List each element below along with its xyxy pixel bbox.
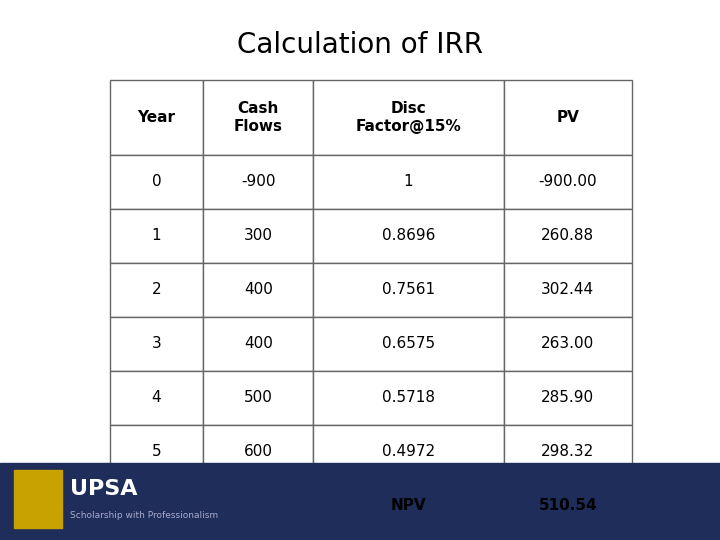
Text: 1: 1 (152, 228, 161, 244)
Bar (313, 479, 504, 533)
Bar (203, 479, 313, 533)
Text: -900.00: -900.00 (539, 174, 597, 190)
Bar (504, 155, 632, 209)
Text: 2: 2 (152, 282, 161, 298)
Text: 3: 3 (152, 336, 161, 352)
Text: 0.7561: 0.7561 (382, 282, 435, 298)
Bar (203, 155, 313, 209)
Bar (313, 80, 504, 155)
Bar (203, 371, 313, 425)
Bar (313, 155, 504, 209)
Text: 5: 5 (152, 444, 161, 460)
Bar (110, 263, 203, 317)
Text: NPV: NPV (391, 498, 426, 514)
Bar (203, 80, 313, 155)
Text: PV: PV (557, 110, 580, 125)
Text: 260.88: 260.88 (541, 228, 595, 244)
Bar (203, 263, 313, 317)
Bar (313, 425, 504, 479)
Bar (110, 209, 203, 263)
Bar (313, 263, 504, 317)
Bar (504, 263, 632, 317)
Bar (0, 463, 720, 540)
Bar (504, 317, 632, 371)
Text: 510.54: 510.54 (539, 498, 597, 514)
Text: Year: Year (138, 110, 176, 125)
Text: Cash
Flows: Cash Flows (234, 102, 283, 134)
Text: 400: 400 (244, 336, 273, 352)
Text: 500: 500 (244, 390, 273, 406)
Bar (504, 425, 632, 479)
Bar (203, 209, 313, 263)
Bar (14, 470, 62, 528)
Bar (313, 209, 504, 263)
Bar (313, 371, 504, 425)
Bar (110, 155, 203, 209)
Text: 0.5718: 0.5718 (382, 390, 435, 406)
Text: 600: 600 (243, 444, 273, 460)
Bar (110, 479, 203, 533)
Text: UPSA: UPSA (70, 479, 138, 499)
Text: 285.90: 285.90 (541, 390, 595, 406)
Text: 298.32: 298.32 (541, 444, 595, 460)
Text: 400: 400 (244, 282, 273, 298)
Text: 300: 300 (243, 228, 273, 244)
Text: Scholarship with Professionalism: Scholarship with Professionalism (70, 510, 218, 519)
Bar (203, 425, 313, 479)
Bar (504, 209, 632, 263)
Bar (110, 80, 203, 155)
Text: 0.4972: 0.4972 (382, 444, 435, 460)
Bar (313, 317, 504, 371)
Bar (504, 371, 632, 425)
Text: 0.6575: 0.6575 (382, 336, 435, 352)
Bar (504, 80, 632, 155)
Text: 1: 1 (404, 174, 413, 190)
Text: 4: 4 (152, 390, 161, 406)
Bar (110, 317, 203, 371)
Text: -900: -900 (241, 174, 276, 190)
Text: Disc
Factor@15%: Disc Factor@15% (356, 102, 462, 134)
Bar (110, 371, 203, 425)
Text: Calculation of IRR: Calculation of IRR (237, 31, 483, 59)
Text: 302.44: 302.44 (541, 282, 595, 298)
Text: 263.00: 263.00 (541, 336, 595, 352)
Bar (110, 425, 203, 479)
Text: 0: 0 (152, 174, 161, 190)
Bar (504, 479, 632, 533)
Text: 0.8696: 0.8696 (382, 228, 436, 244)
Bar (203, 317, 313, 371)
